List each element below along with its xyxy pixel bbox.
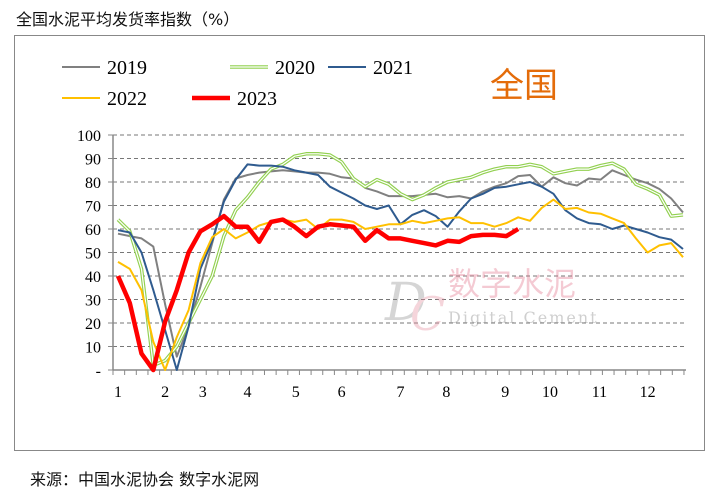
watermark-logo: D: [384, 273, 427, 333]
watermark-cn: 数字水泥: [448, 265, 576, 303]
y-tick-label: 10: [85, 340, 101, 357]
x-tick-label: 1: [114, 384, 122, 401]
legend-label-2023: 2023: [237, 88, 277, 110]
source-note: 来源：中国水泥协会 数字水泥网: [30, 470, 260, 489]
series-line-2022: [117, 198, 684, 371]
chart-title: 全国水泥平均发货率指数（%）: [16, 10, 240, 29]
x-tick-label: 8: [442, 384, 450, 401]
y-tick-label: 30: [85, 293, 101, 310]
watermark-logo: C: [410, 287, 445, 341]
y-tick-label: 100: [77, 128, 101, 145]
legend-label-2020: 2020: [275, 57, 315, 79]
x-tick-label: 5: [292, 384, 300, 401]
x-tick-label: 6: [338, 384, 346, 401]
y-tick-label: 20: [85, 316, 101, 333]
y-tick-label: -: [96, 363, 101, 380]
y-tick-label: 40: [85, 269, 101, 286]
legend-label-2021: 2021: [373, 57, 413, 79]
chart-frame: [14, 35, 705, 451]
y-tick-label: 70: [85, 199, 101, 216]
x-tick-label: 12: [640, 384, 656, 401]
y-tick-label: 60: [85, 222, 101, 239]
x-tick-label: 9: [501, 384, 509, 401]
legend-label-2019: 2019: [107, 57, 147, 79]
y-tick-label: 80: [85, 175, 101, 192]
y-tick-label: 50: [85, 246, 101, 263]
x-tick-label: 11: [592, 384, 607, 401]
watermark-en: Digital Cement: [448, 308, 599, 327]
x-tick-label: 2: [161, 384, 169, 401]
x-tick-label: 3: [199, 384, 207, 401]
x-tick-label: 4: [243, 384, 251, 401]
x-tick-label: 10: [542, 384, 558, 401]
region-label: 全国: [490, 66, 558, 106]
series-line-2023: [115, 213, 520, 373]
x-tick-label: 7: [396, 384, 404, 401]
y-tick-label: 90: [85, 152, 101, 169]
series-line-2020-inner: [117, 153, 684, 366]
legend-label-2022: 2022: [107, 88, 147, 110]
